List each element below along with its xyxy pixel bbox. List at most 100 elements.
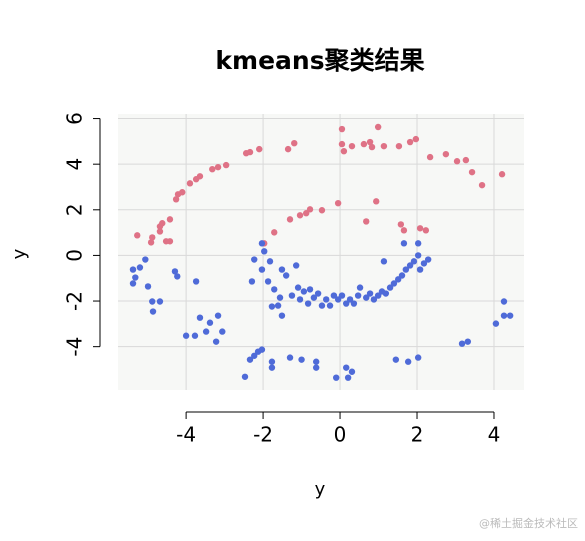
point (506, 312, 514, 319)
point (294, 284, 302, 291)
point (296, 296, 304, 303)
point (286, 354, 294, 361)
point (318, 207, 326, 214)
point (318, 302, 326, 309)
point (298, 356, 305, 363)
point (400, 240, 408, 247)
point (356, 284, 364, 291)
point (149, 308, 157, 315)
point (386, 284, 394, 291)
point (422, 227, 430, 234)
point (282, 272, 290, 279)
point (304, 300, 312, 307)
point (132, 274, 139, 281)
point (420, 260, 428, 267)
point (398, 272, 406, 279)
point (338, 292, 346, 299)
point (212, 338, 220, 345)
point (171, 268, 179, 275)
point (464, 338, 472, 345)
point (343, 300, 350, 307)
point (147, 239, 155, 246)
point (370, 296, 378, 303)
point (306, 206, 314, 213)
point (380, 142, 388, 150)
point (268, 358, 276, 365)
point (268, 303, 276, 310)
point (416, 225, 424, 232)
point (258, 240, 266, 247)
point (264, 278, 272, 285)
point (182, 332, 190, 339)
point (134, 232, 141, 239)
point (442, 150, 450, 158)
watermark: @稀土掘金技术社区 (479, 516, 578, 530)
point (196, 314, 204, 321)
x-tick-label: 4 (488, 423, 501, 447)
point (350, 300, 358, 307)
point (288, 292, 296, 299)
point (394, 276, 402, 283)
point (192, 278, 200, 285)
point (414, 240, 422, 247)
point (338, 140, 346, 148)
point (268, 364, 276, 371)
point (214, 312, 222, 319)
point (166, 238, 174, 245)
point (292, 262, 300, 269)
point (363, 294, 370, 301)
point (334, 296, 342, 303)
point (412, 135, 420, 143)
point (291, 139, 298, 147)
x-tick-label: 0 (334, 423, 347, 447)
point (284, 145, 292, 153)
point (156, 298, 164, 305)
point (414, 252, 422, 259)
point (219, 328, 226, 335)
point (468, 168, 476, 176)
point (271, 229, 278, 236)
point (343, 364, 350, 371)
point (500, 312, 508, 319)
point (278, 312, 286, 319)
point (202, 328, 210, 335)
x-tick-label: 2 (411, 423, 424, 447)
point (414, 354, 422, 361)
point (310, 294, 318, 301)
point (312, 364, 320, 371)
point (363, 218, 370, 225)
point (354, 292, 362, 299)
point (174, 273, 181, 280)
point (159, 220, 166, 227)
point (397, 221, 405, 228)
point (144, 283, 152, 290)
point (149, 298, 156, 305)
chart-title: kmeans聚类结果 (215, 46, 424, 75)
point (209, 166, 216, 173)
point (286, 216, 294, 223)
point (346, 296, 354, 303)
point (314, 290, 322, 297)
point (333, 374, 340, 381)
y-tick-label: -4 (63, 337, 87, 357)
point (256, 145, 263, 153)
point (156, 228, 164, 235)
point (406, 138, 414, 146)
point (382, 290, 390, 297)
point (338, 125, 346, 133)
point (274, 302, 282, 309)
point (271, 286, 278, 293)
point (278, 266, 286, 273)
point (302, 210, 310, 217)
point (404, 358, 412, 365)
x-tick-label: -4 (176, 423, 196, 447)
point (373, 198, 380, 205)
point (251, 352, 258, 359)
point (129, 266, 137, 273)
point (426, 153, 434, 161)
x-tick-label: -2 (253, 423, 273, 447)
point (248, 278, 256, 285)
point (368, 143, 376, 151)
point (214, 163, 222, 171)
point (402, 266, 410, 273)
